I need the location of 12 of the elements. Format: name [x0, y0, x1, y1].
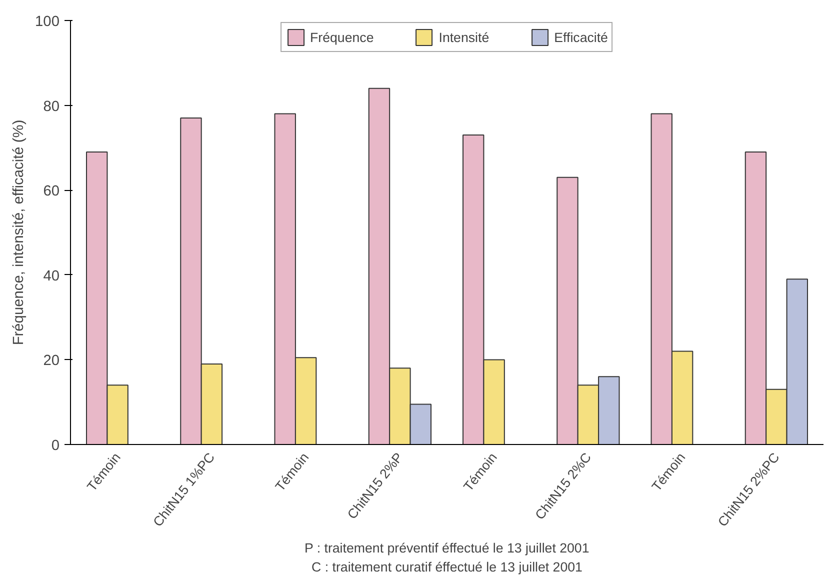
legend-label: Efficacité — [554, 30, 608, 44]
legend-label: Fréquence — [310, 30, 374, 44]
y-axis-title: Fréquence, intensité, efficacité (%) — [11, 120, 28, 346]
y-tick-label: 100 — [35, 14, 60, 30]
y-tick-label: 20 — [43, 353, 60, 370]
text: P : traitement préventif éffectué le 13 juillet 2001 — [304, 540, 590, 556]
legend-label: Intensité — [438, 30, 490, 44]
y-tick-label: 80 — [43, 98, 60, 115]
y-tick-label: 60 — [43, 184, 60, 200]
y-tick-label: 40 — [43, 268, 60, 284]
y-tick-label: 0 — [51, 438, 60, 454]
text: C : traitement curatif éffectué le 13 juillet 2001 — [312, 560, 582, 574]
